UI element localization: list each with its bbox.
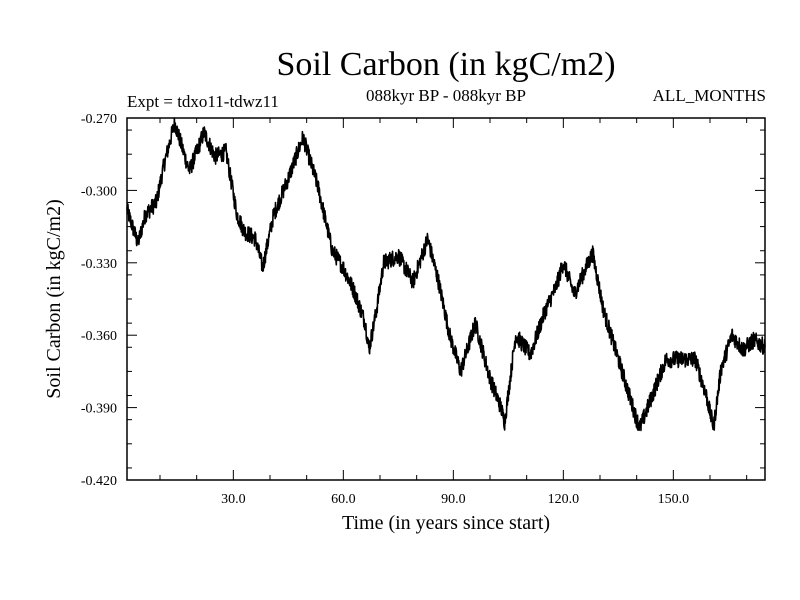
- y-tick-label: -0.420: [81, 474, 117, 489]
- series-line-soil-carbon: [126, 117, 766, 432]
- x-tick-label: 60.0: [331, 492, 356, 507]
- plot-frame: [126, 117, 766, 481]
- x-tick-label: 150.0: [658, 492, 690, 507]
- y-tick-label: -0.360: [81, 329, 117, 344]
- period-label: 088kyr BP - 088kyr BP: [366, 86, 526, 105]
- axis-tick-labels: 30.0 60.0 90.0 120.0 150.0 -0.270 -0.300 -0.330…: [81, 112, 689, 507]
- x-tick-label: 120.0: [548, 492, 580, 507]
- y-tick-label: -0.390: [81, 402, 117, 417]
- chart-title: Soil Carbon (in kgC/m2): [276, 46, 615, 83]
- axis-ticks: [127, 117, 765, 481]
- x-axis-label: Time (in years since start): [342, 512, 550, 534]
- x-tick-label: 90.0: [441, 492, 466, 507]
- experiment-label: Expt = tdxo11-tdwz11: [127, 92, 279, 111]
- y-axis-label: Soil Carbon (in kgC/m2): [43, 199, 65, 398]
- y-tick-label: -0.330: [81, 257, 117, 272]
- months-label: ALL_MONTHS: [653, 86, 766, 105]
- x-tick-label: 30.0: [221, 492, 246, 507]
- y-tick-label: -0.300: [81, 184, 117, 199]
- y-tick-label: -0.270: [81, 112, 117, 127]
